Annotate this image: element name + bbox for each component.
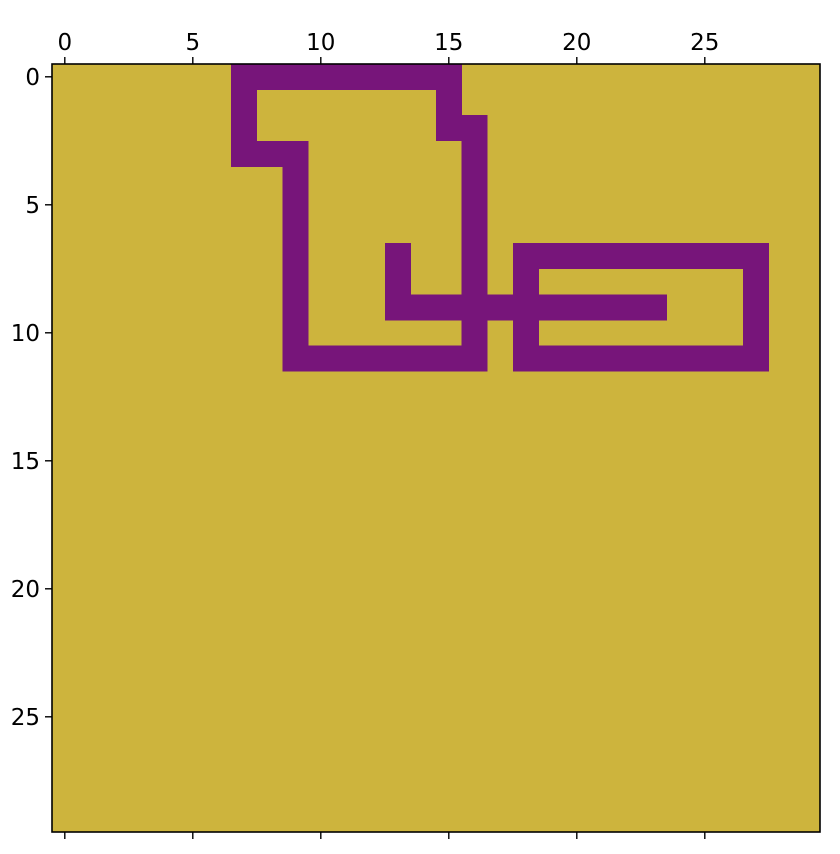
heatmap-cell xyxy=(231,89,258,116)
y-tick-label: 5 xyxy=(25,193,40,219)
heatmap-cell xyxy=(640,294,667,321)
heatmap-cell xyxy=(717,345,744,372)
x-tick-label: 5 xyxy=(185,30,200,56)
heatmap-cell xyxy=(282,192,309,218)
heatmap-cell xyxy=(384,294,411,321)
heatmap-cell xyxy=(410,294,437,321)
heatmap-cell xyxy=(461,192,488,218)
heatmap-cell xyxy=(564,243,590,270)
heatmap-cell xyxy=(743,243,770,270)
y-axis-left: 0 5 10 15 20 25 xyxy=(11,65,52,731)
heatmap-cell xyxy=(461,345,488,372)
heatmap-cell xyxy=(692,345,718,372)
heatmap-cell xyxy=(333,345,360,372)
heatmap-cell xyxy=(384,243,411,270)
heatmap-cell xyxy=(538,345,565,372)
heatmap-cell xyxy=(589,243,616,270)
heatmap-cell xyxy=(512,243,539,270)
heatmap-cell xyxy=(359,345,386,372)
plot-area xyxy=(51,63,821,833)
heatmap-cell xyxy=(231,64,258,90)
heatmap-cell xyxy=(282,294,309,321)
heatmap-cell xyxy=(461,294,488,321)
heatmap-cell xyxy=(461,166,488,193)
heatmap-cell xyxy=(589,345,616,372)
heatmap-cell xyxy=(359,64,386,90)
heatmap-cell xyxy=(743,345,770,372)
heatmap-cell xyxy=(461,268,488,295)
heatmap-cell xyxy=(692,243,718,270)
y-tick-label: 15 xyxy=(11,449,40,475)
heatmap-cell xyxy=(410,345,437,372)
plot-frame xyxy=(51,63,821,833)
heatmap-cell xyxy=(666,345,693,372)
heatmap-cell xyxy=(487,294,514,321)
heatmap-cell xyxy=(538,243,565,270)
heatmap-cell xyxy=(640,243,667,270)
y-tick-label: 10 xyxy=(11,321,40,347)
heatmap-cell xyxy=(743,320,770,346)
heatmap-cell xyxy=(256,64,283,90)
heatmap-background xyxy=(52,64,820,832)
heatmap-cell xyxy=(282,320,309,346)
heatmap-cell xyxy=(512,345,539,372)
y-tick-label: 0 xyxy=(25,65,40,91)
heatmap-cell xyxy=(743,268,770,295)
y-tick-label: 20 xyxy=(11,577,40,603)
heatmap-cell xyxy=(256,140,283,167)
heatmap-cell xyxy=(564,294,590,321)
heatmap-cell xyxy=(282,243,309,270)
heatmap-cell xyxy=(461,320,488,346)
heatmap-cell xyxy=(282,64,309,90)
x-tick-label: 20 xyxy=(562,30,591,56)
heatmap-cell xyxy=(461,217,488,244)
heatmap-cell xyxy=(512,320,539,346)
x-axis-top: 0 5 10 15 20 25 xyxy=(57,30,719,839)
heatmap-cell xyxy=(717,243,744,270)
heatmap-cell xyxy=(743,294,770,321)
heatmap-cell xyxy=(589,294,616,321)
heatmap-cell xyxy=(615,345,642,372)
heatmap-cell xyxy=(436,345,462,372)
heatmap-cell xyxy=(282,166,309,193)
heatmap-cell xyxy=(666,243,693,270)
heatmap-cell xyxy=(333,64,360,90)
heatmap-cell xyxy=(410,64,437,90)
x-tick-label: 25 xyxy=(690,30,719,56)
heatmap-cell xyxy=(384,345,411,372)
heatmap-cell xyxy=(231,140,258,167)
heatmap-cell xyxy=(461,115,488,142)
heatmap-cell xyxy=(436,89,462,116)
heatmap-cell xyxy=(538,294,565,321)
heatmap-cell xyxy=(282,268,309,295)
heatmap-cell xyxy=(512,268,539,295)
x-tick-label: 0 xyxy=(57,30,72,56)
heatmap-cell xyxy=(436,294,462,321)
x-tick-label: 10 xyxy=(306,30,335,56)
heatmap-cell xyxy=(615,294,642,321)
heatmap-cell xyxy=(231,115,258,142)
heatmap-cell xyxy=(640,345,667,372)
heatmap-cell xyxy=(282,140,309,167)
heatmap-cell xyxy=(308,345,334,372)
heatmap-cell xyxy=(461,243,488,270)
heatmap-cell xyxy=(615,243,642,270)
heatmap-cell xyxy=(461,140,488,167)
heatmap-cell xyxy=(384,64,411,90)
heatmap-cell xyxy=(282,345,309,372)
heatmap-cell xyxy=(384,268,411,295)
heatmap-cell xyxy=(512,294,539,321)
heatmap-cell xyxy=(564,345,590,372)
heatmap-cell xyxy=(308,64,334,90)
y-tick-label: 25 xyxy=(11,705,40,731)
x-tick-label: 15 xyxy=(434,30,463,56)
heatmap-cell xyxy=(436,64,462,90)
heatmap-cell xyxy=(282,217,309,244)
heatmap-cell xyxy=(436,115,462,142)
